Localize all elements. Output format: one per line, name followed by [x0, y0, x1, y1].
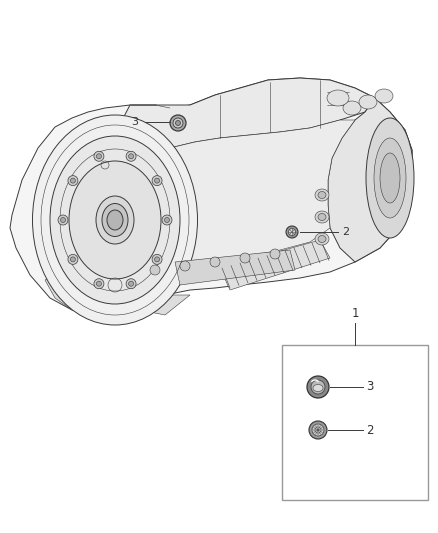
Ellipse shape	[96, 281, 102, 286]
Ellipse shape	[126, 279, 136, 289]
Ellipse shape	[68, 254, 78, 264]
Ellipse shape	[150, 265, 160, 275]
Ellipse shape	[50, 136, 180, 304]
Bar	[282, 345, 428, 500]
Ellipse shape	[126, 151, 136, 161]
Ellipse shape	[155, 257, 159, 262]
Ellipse shape	[327, 90, 349, 106]
Ellipse shape	[176, 120, 180, 125]
Ellipse shape	[315, 233, 329, 245]
Ellipse shape	[309, 421, 327, 439]
Ellipse shape	[307, 376, 329, 398]
Polygon shape	[328, 98, 412, 262]
Ellipse shape	[315, 211, 329, 223]
Text: 3: 3	[131, 117, 138, 127]
Ellipse shape	[60, 217, 66, 222]
Ellipse shape	[180, 261, 190, 271]
Polygon shape	[118, 78, 375, 165]
Polygon shape	[125, 120, 355, 280]
Ellipse shape	[313, 384, 323, 392]
Polygon shape	[220, 240, 330, 290]
Polygon shape	[10, 78, 412, 315]
Text: 3: 3	[366, 381, 373, 393]
Ellipse shape	[58, 215, 68, 225]
Ellipse shape	[129, 154, 134, 159]
Ellipse shape	[343, 101, 361, 115]
Ellipse shape	[96, 196, 134, 244]
Ellipse shape	[96, 154, 102, 159]
Ellipse shape	[173, 118, 183, 128]
Ellipse shape	[170, 115, 186, 131]
Ellipse shape	[311, 380, 325, 394]
Polygon shape	[175, 250, 295, 285]
Text: 2: 2	[366, 424, 374, 437]
Ellipse shape	[162, 215, 172, 225]
Ellipse shape	[152, 254, 162, 264]
Ellipse shape	[318, 191, 326, 198]
Ellipse shape	[289, 229, 296, 236]
Ellipse shape	[359, 95, 377, 109]
Ellipse shape	[210, 257, 220, 267]
Polygon shape	[45, 265, 190, 315]
Ellipse shape	[270, 249, 280, 259]
Ellipse shape	[102, 204, 128, 237]
Ellipse shape	[315, 427, 321, 433]
Ellipse shape	[315, 189, 329, 201]
Ellipse shape	[155, 178, 159, 183]
Ellipse shape	[152, 175, 162, 185]
Ellipse shape	[129, 281, 134, 286]
Ellipse shape	[366, 118, 414, 238]
Ellipse shape	[375, 89, 393, 103]
Ellipse shape	[107, 210, 123, 230]
Ellipse shape	[165, 217, 170, 222]
Ellipse shape	[286, 226, 298, 238]
Ellipse shape	[69, 161, 161, 279]
Ellipse shape	[380, 153, 400, 203]
Ellipse shape	[318, 236, 326, 243]
Ellipse shape	[94, 151, 104, 161]
Ellipse shape	[312, 424, 324, 436]
Ellipse shape	[94, 279, 104, 289]
Text: 2: 2	[342, 227, 349, 237]
Ellipse shape	[374, 138, 406, 218]
Ellipse shape	[32, 115, 198, 325]
Ellipse shape	[71, 178, 75, 183]
Ellipse shape	[71, 257, 75, 262]
Ellipse shape	[318, 214, 326, 221]
Ellipse shape	[68, 175, 78, 185]
Ellipse shape	[240, 253, 250, 263]
Text: 1: 1	[351, 307, 359, 320]
